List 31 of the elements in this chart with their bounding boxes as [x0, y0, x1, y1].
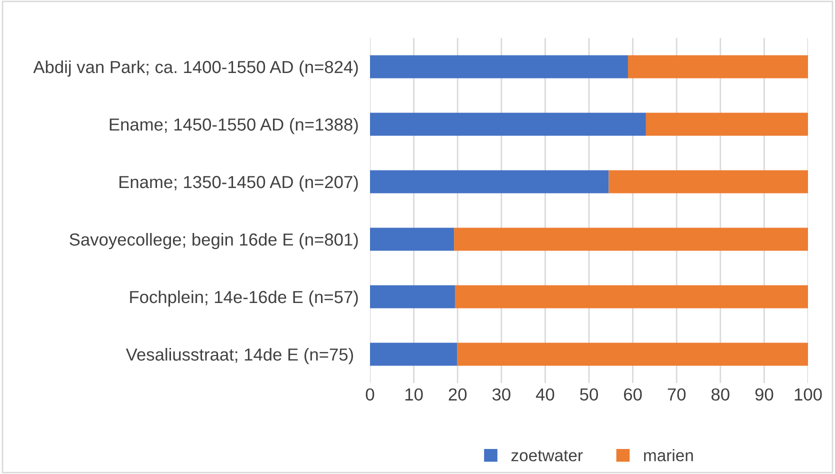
legend-label: zoetwater — [511, 450, 583, 462]
x-tick-label: 10 — [405, 388, 423, 401]
bar — [370, 228, 454, 251]
bar — [646, 112, 808, 136]
y-tick-label: Abdij van Park; ca. 1400-1550 AD (n=824) — [33, 60, 358, 77]
x-tick-label: 70 — [668, 388, 686, 401]
x-tick-label: 30 — [492, 388, 510, 401]
x-tick-label: 100 — [794, 388, 822, 401]
y-tick-label: Vesaliusstraat; 14de E (n=75) — [126, 348, 353, 364]
x-tick-label: 0 — [366, 388, 374, 401]
x-tick-label: 20 — [448, 388, 467, 401]
x-tick-label: 90 — [755, 388, 774, 401]
y-tick-label: Ename; 1350-1450 AD (n=207) — [120, 175, 358, 192]
bar — [370, 55, 628, 78]
bar — [608, 170, 808, 194]
bar — [628, 55, 808, 78]
x-tick-label: 80 — [712, 388, 730, 401]
bar — [457, 342, 808, 366]
x-tick-label: 40 — [536, 388, 554, 401]
bar — [370, 170, 609, 194]
y-tick-label: Fochplein; 14e-16de E (n=57) — [130, 290, 358, 307]
bar — [454, 228, 808, 251]
bar — [370, 285, 455, 308]
bar — [370, 342, 458, 366]
legend-label: marien — [644, 449, 693, 462]
bar — [454, 285, 808, 308]
y-tick-label: Savoyecollege; begin 16de E (n=801) — [70, 232, 358, 250]
y-tick-label: Ename; 1450-1550 AD (n=1388) — [110, 118, 358, 134]
bar — [370, 112, 646, 136]
x-tick-label: 60 — [624, 388, 642, 401]
x-tick-label: 50 — [580, 388, 598, 401]
